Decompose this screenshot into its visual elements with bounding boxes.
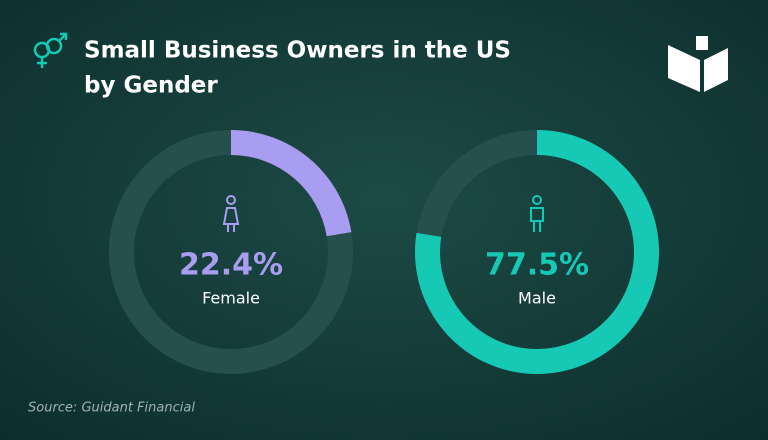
value-label: 22.4% xyxy=(179,248,283,283)
value-label: 77.5% xyxy=(485,248,589,283)
person-icon xyxy=(222,195,240,232)
person-icon xyxy=(530,195,544,232)
source: Source: Guidant Financial xyxy=(28,401,195,416)
category-label: Male xyxy=(518,289,556,308)
title: by Gender xyxy=(84,73,218,99)
category-label: Female xyxy=(202,289,260,308)
logo xyxy=(668,36,728,92)
gender-icon xyxy=(33,32,68,68)
title: Small Business Owners in the US xyxy=(84,38,511,64)
donut-segment xyxy=(231,130,352,237)
